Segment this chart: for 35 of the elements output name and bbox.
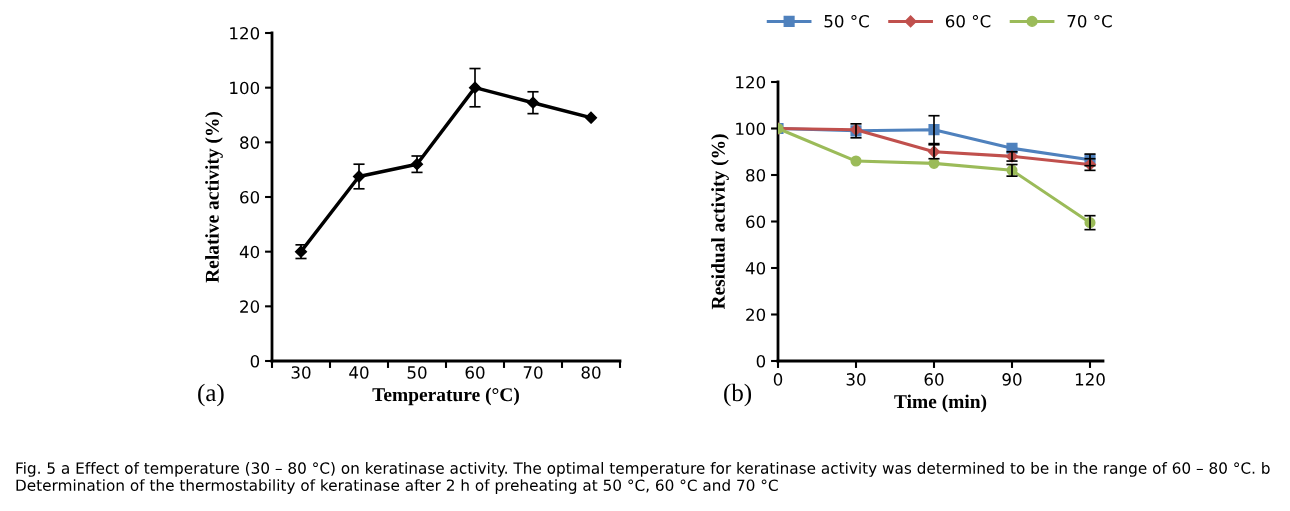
y-tick-label: 80 (746, 168, 766, 182)
y-tick-label: 40 (745, 261, 766, 275)
text: (a) (198, 383, 224, 407)
x-tick-label: 50 (407, 366, 427, 379)
y-tick-label: 20 (746, 308, 766, 322)
caption: Fig. 5 a Effect of temperature (30 – 80 °C) on keratinase activity. The optimal temperature for keratinase activity was determined to be in the range of 60 – 80 °C. b Determination of the thermostability of keratinase after 2 h of preheating at 50 °C, 60 °C and 70 °C (16, 462, 1270, 494)
y-tick-label: 100 (736, 122, 766, 136)
x-tick-label: 120 (1075, 373, 1105, 386)
y-tick-label: 120 (230, 26, 260, 40)
text: (b) (724, 383, 752, 407)
y-tick-label: 40 (239, 245, 260, 259)
y-tick-label: 60 (746, 215, 766, 229)
x-tick-label: 90 (1002, 373, 1022, 386)
y-tick-label: 0 (756, 354, 766, 368)
x-tick-label: 0 (773, 373, 783, 386)
y-tick-label: 20 (240, 300, 260, 313)
x-axis-title: Time (min) (894, 394, 987, 413)
x-tick-label: 70 (523, 366, 543, 379)
legend-label: 70 °C (1067, 14, 1112, 28)
y-axis-title: Residual activity (%) (711, 134, 729, 310)
x-tick-label: 30 (846, 373, 866, 386)
y-tick-label: 120 (736, 75, 766, 89)
y-tick-label: 60 (240, 190, 260, 204)
x-tick-label: 30 (291, 366, 311, 379)
x-tick-label: 80 (581, 366, 601, 379)
x-tick-label: 60 (465, 366, 485, 379)
legend-label: 50 °C (824, 14, 869, 28)
x-tick-label: 60 (924, 373, 944, 386)
legend-label: 60 °C (945, 14, 991, 28)
y-axis-title: Relative activity (%) (205, 112, 223, 283)
y-tick-label: 80 (240, 136, 260, 149)
x-tick-label: 40 (349, 366, 369, 379)
y-tick-label: 0 (250, 354, 260, 368)
y-tick-label: 100 (230, 81, 260, 95)
x-axis-title: Temperature (°C) (372, 387, 519, 406)
